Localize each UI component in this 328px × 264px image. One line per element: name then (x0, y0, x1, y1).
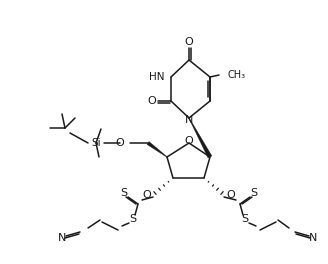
Text: O: O (148, 96, 156, 106)
Text: N: N (185, 115, 193, 125)
Text: S: S (130, 214, 136, 224)
Text: O: O (142, 190, 151, 200)
Text: O: O (115, 138, 124, 148)
Text: S: S (120, 188, 128, 198)
Text: N: N (58, 233, 66, 243)
Text: N: N (309, 233, 317, 243)
Text: CH₃: CH₃ (228, 70, 246, 80)
Text: O: O (185, 136, 194, 146)
Polygon shape (147, 142, 167, 157)
Text: O: O (185, 37, 194, 47)
Text: HN: HN (149, 72, 164, 82)
Text: S: S (251, 188, 257, 198)
Text: O: O (226, 190, 235, 200)
Text: Si: Si (91, 138, 101, 148)
Polygon shape (189, 118, 212, 158)
Text: S: S (241, 214, 249, 224)
